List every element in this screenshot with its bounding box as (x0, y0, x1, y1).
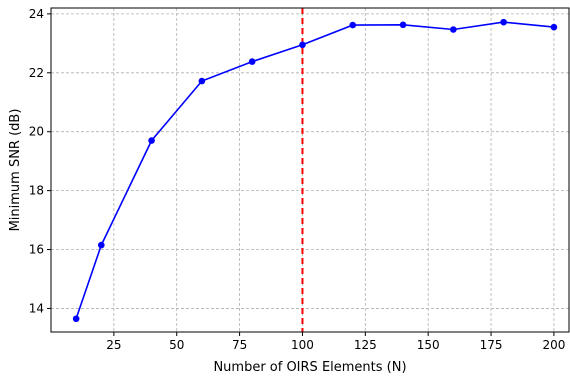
x-tick-label: 175 (480, 338, 503, 352)
data-point (248, 58, 256, 65)
data-point (500, 18, 507, 26)
y-tick-label: 16 (29, 243, 44, 257)
y-tick-label: 18 (29, 184, 44, 198)
axes: 25 50 75 100 125 150 175 200 14 16 18 20 22 24 (29, 7, 570, 352)
x-tick-label: 100 (291, 338, 314, 352)
data-point (72, 315, 80, 323)
y-axis-label: Minimum SNR (dB) (8, 109, 23, 232)
grid (51, 8, 569, 332)
series-line (75, 21, 554, 319)
data-point (97, 241, 105, 249)
plot-frame (50, 7, 570, 333)
data-point (299, 41, 306, 49)
y-tick-label: 24 (29, 7, 44, 21)
data-point (198, 77, 206, 85)
series (72, 18, 558, 323)
data-point (399, 21, 407, 29)
data-point (550, 23, 558, 31)
x-tick-label: 50 (169, 338, 184, 352)
data-point (349, 21, 357, 29)
x-tick-label: 25 (106, 338, 121, 352)
data-point (450, 26, 457, 33)
x-tick-label: 125 (354, 338, 377, 352)
x-tick-label: 150 (417, 338, 440, 352)
x-axis-label: Number of OIRS Elements (N) (213, 360, 406, 375)
x-tick-label: 75 (232, 338, 247, 352)
data-point (148, 137, 155, 144)
x-tick-label: 200 (542, 338, 565, 352)
y-tick-label: 14 (29, 301, 44, 315)
y-tick-label: 20 (29, 125, 44, 139)
y-tick-label: 22 (29, 66, 44, 80)
